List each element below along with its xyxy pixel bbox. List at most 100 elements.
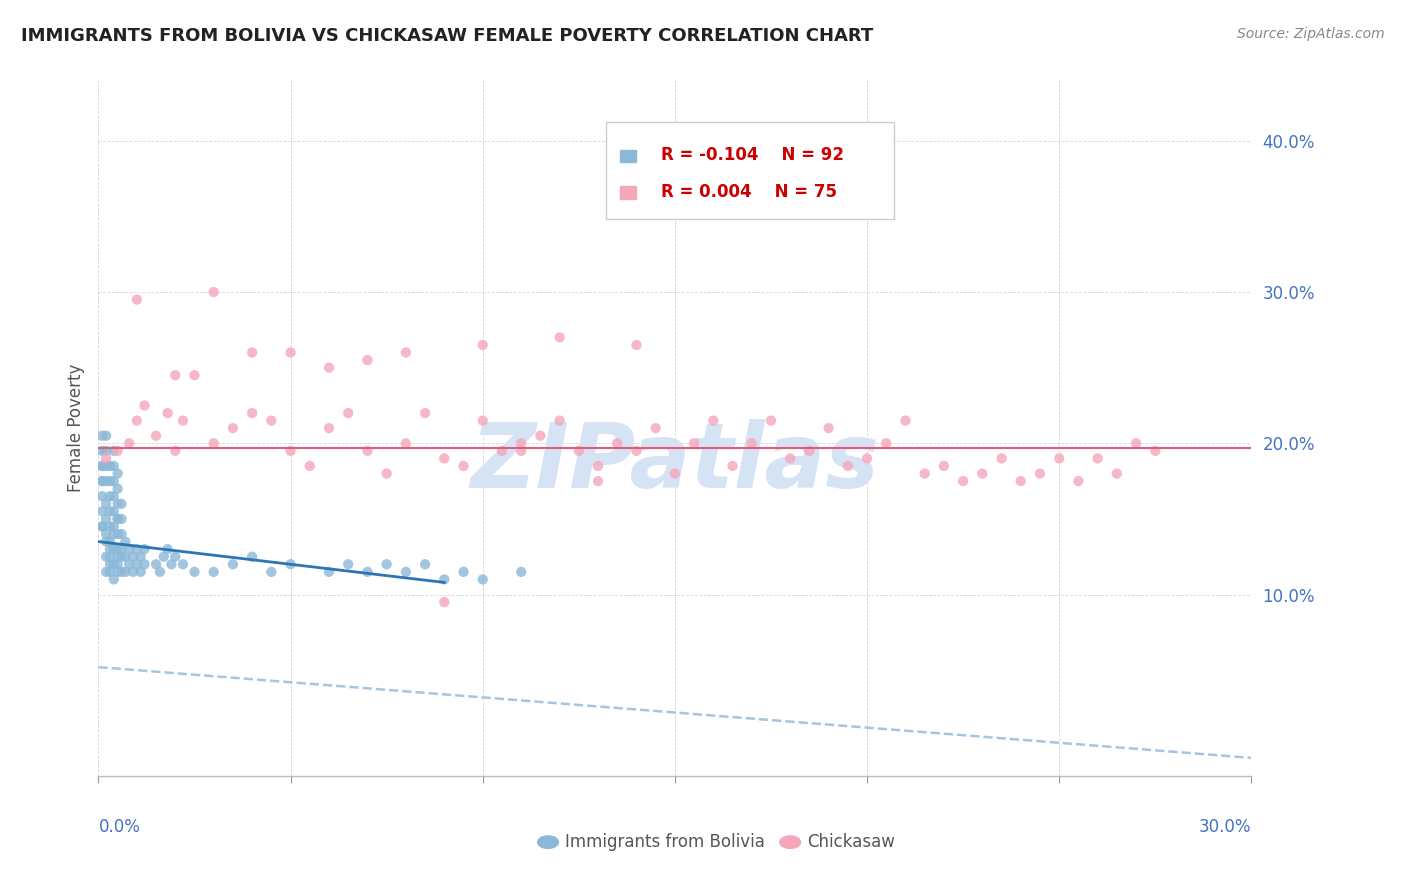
Point	[94, 565, 117, 579]
Point	[91, 458, 114, 473]
Point	[107, 549, 129, 564]
Point	[337, 558, 360, 572]
Text: Chickasaw: Chickasaw	[807, 833, 896, 851]
Text: ZIPatlas: ZIPatlas	[471, 419, 879, 507]
Point	[118, 558, 141, 572]
Point	[280, 345, 302, 359]
Point	[510, 436, 533, 450]
Point	[103, 542, 125, 557]
Point	[491, 443, 513, 458]
Point	[529, 428, 551, 442]
Point	[91, 504, 114, 518]
Point	[98, 542, 121, 557]
Point	[134, 399, 156, 413]
Bar	[620, 150, 636, 162]
Point	[98, 558, 121, 572]
Point	[280, 443, 302, 458]
Point	[453, 458, 475, 473]
Point	[103, 443, 125, 458]
Point	[98, 489, 121, 503]
Point	[107, 482, 129, 496]
Point	[94, 474, 117, 488]
Point	[932, 458, 955, 473]
Point	[817, 421, 839, 435]
Point	[260, 565, 283, 579]
Point	[1029, 467, 1052, 481]
Point	[91, 519, 114, 533]
Point	[107, 565, 129, 579]
Y-axis label: Female Poverty: Female Poverty	[66, 364, 84, 492]
Point	[107, 512, 129, 526]
Point	[91, 428, 114, 442]
Point	[240, 345, 263, 359]
Point	[98, 458, 121, 473]
Point	[98, 519, 121, 533]
Point	[1105, 467, 1128, 481]
Point	[129, 549, 152, 564]
Text: R = -0.104    N = 92: R = -0.104 N = 92	[661, 146, 844, 164]
Point	[240, 406, 263, 420]
Point	[586, 474, 609, 488]
Point	[103, 504, 125, 518]
Point	[202, 285, 225, 299]
Point	[1144, 443, 1167, 458]
Point	[94, 549, 117, 564]
Point	[318, 421, 340, 435]
Point	[110, 565, 132, 579]
Point	[280, 558, 302, 572]
Bar	[606, 122, 894, 219]
Point	[103, 458, 125, 473]
Point	[98, 565, 121, 579]
Point	[110, 542, 132, 557]
Bar	[620, 186, 636, 199]
Point	[183, 368, 205, 383]
Point	[510, 443, 533, 458]
Text: Source: ZipAtlas.com: Source: ZipAtlas.com	[1237, 27, 1385, 41]
Point	[110, 527, 132, 541]
Point	[94, 451, 117, 466]
Point	[606, 436, 628, 450]
Point	[433, 573, 456, 587]
Point	[1067, 474, 1090, 488]
Point	[548, 414, 571, 428]
Point	[98, 549, 121, 564]
Point	[107, 558, 129, 572]
Point	[94, 527, 117, 541]
Point	[125, 542, 148, 557]
Point	[375, 467, 398, 481]
Point	[98, 474, 121, 488]
Point	[837, 458, 859, 473]
Text: Immigrants from Bolivia: Immigrants from Bolivia	[565, 833, 765, 851]
Point	[107, 467, 129, 481]
Point	[152, 549, 174, 564]
Point	[664, 467, 686, 481]
Text: IMMIGRANTS FROM BOLIVIA VS CHICKASAW FEMALE POVERTY CORRELATION CHART: IMMIGRANTS FROM BOLIVIA VS CHICKASAW FEM…	[21, 27, 873, 45]
Point	[125, 414, 148, 428]
Point	[91, 458, 114, 473]
Point	[110, 512, 132, 526]
Point	[318, 360, 340, 375]
Point	[94, 512, 117, 526]
Point	[156, 542, 179, 557]
Point	[103, 573, 125, 587]
Point	[1087, 451, 1109, 466]
Point	[156, 406, 179, 420]
Point	[114, 565, 136, 579]
Point	[626, 443, 648, 458]
Point	[94, 428, 117, 442]
Point	[103, 489, 125, 503]
Point	[202, 565, 225, 579]
Point	[471, 414, 494, 428]
Point	[91, 474, 114, 488]
Point	[122, 565, 145, 579]
Point	[453, 565, 475, 579]
Point	[356, 353, 378, 368]
Point	[413, 558, 436, 572]
Point	[337, 406, 360, 420]
Point	[799, 443, 821, 458]
Point	[433, 595, 456, 609]
Point	[683, 436, 706, 450]
Point	[125, 558, 148, 572]
Point	[98, 534, 121, 549]
Point	[702, 414, 724, 428]
